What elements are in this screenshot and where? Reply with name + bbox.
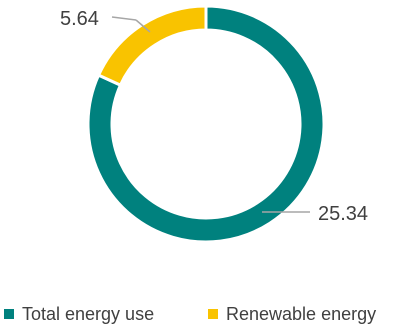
- legend: Total energy use Renewable energy: [4, 304, 376, 324]
- data-label-renewable-energy: 5.64: [60, 8, 99, 30]
- slice-total-energy-use: [86, 4, 326, 244]
- slice-renewable-energy: [96, 4, 208, 88]
- legend-swatch-total-energy-use: [4, 309, 14, 319]
- legend-swatch-renewable-energy: [208, 309, 218, 319]
- leader-line-renewable-energy: [135, 19, 151, 33]
- leader-line-renewable-energy-tail: [111, 16, 137, 21]
- donut-slices: [86, 4, 326, 244]
- data-label-total-energy-use: 25.34: [318, 203, 368, 225]
- legend-label-renewable-energy: Renewable energy: [226, 304, 376, 324]
- legend-label-total-energy-use: Total energy use: [22, 304, 154, 324]
